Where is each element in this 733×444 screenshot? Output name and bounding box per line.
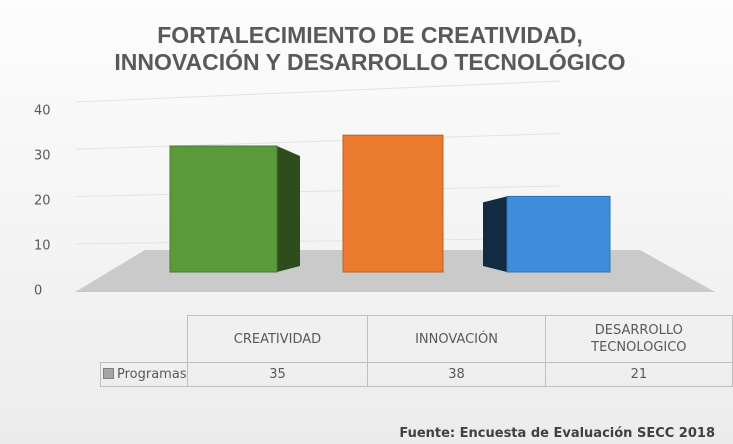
series-name: Programas <box>117 367 187 382</box>
bar-side <box>277 146 300 272</box>
data-row: Programas 35 38 21 <box>100 362 733 387</box>
category-label: INNOVACIÓN <box>367 315 546 363</box>
corner <box>101 316 188 363</box>
grid-line <box>74 238 561 245</box>
y-tick-label: 30 <box>34 149 51 164</box>
y-tick-label: 10 <box>34 239 51 254</box>
chart-title: FORTALECIMIENTO DE CREATIVIDAD, INNOVACI… <box>114 22 626 75</box>
y-tick-label: 0 <box>34 284 42 299</box>
bar <box>342 134 444 273</box>
data-table: CREATIVIDAD INNOVACIÓN DESARROLLO TECNOLOG… <box>100 315 733 387</box>
category-label: CREATIVIDAD <box>186 315 369 363</box>
data-value: 21 <box>544 362 733 387</box>
grid-line <box>74 80 561 103</box>
category-label: DESARROLLO TECNOLOGICO <box>544 315 733 363</box>
grid-line <box>74 133 561 150</box>
header-row: CREATIVIDAD INNOVACIÓN DESARROLLO TECNOLOG… <box>101 315 733 363</box>
data-value: 38 <box>367 362 546 387</box>
source: Fuente: Encuesta de Evaluación SECC 2018 <box>399 426 715 441</box>
grid-line <box>74 185 561 197</box>
data-value: 35 <box>186 362 369 387</box>
y-tick-label: 20 <box>34 194 51 209</box>
y-tick-label: 40 <box>34 104 51 119</box>
bar <box>169 145 278 273</box>
legend-key <box>103 368 114 379</box>
bar-side <box>483 196 507 272</box>
bar <box>506 195 611 273</box>
series-label: Programas <box>100 362 188 387</box>
